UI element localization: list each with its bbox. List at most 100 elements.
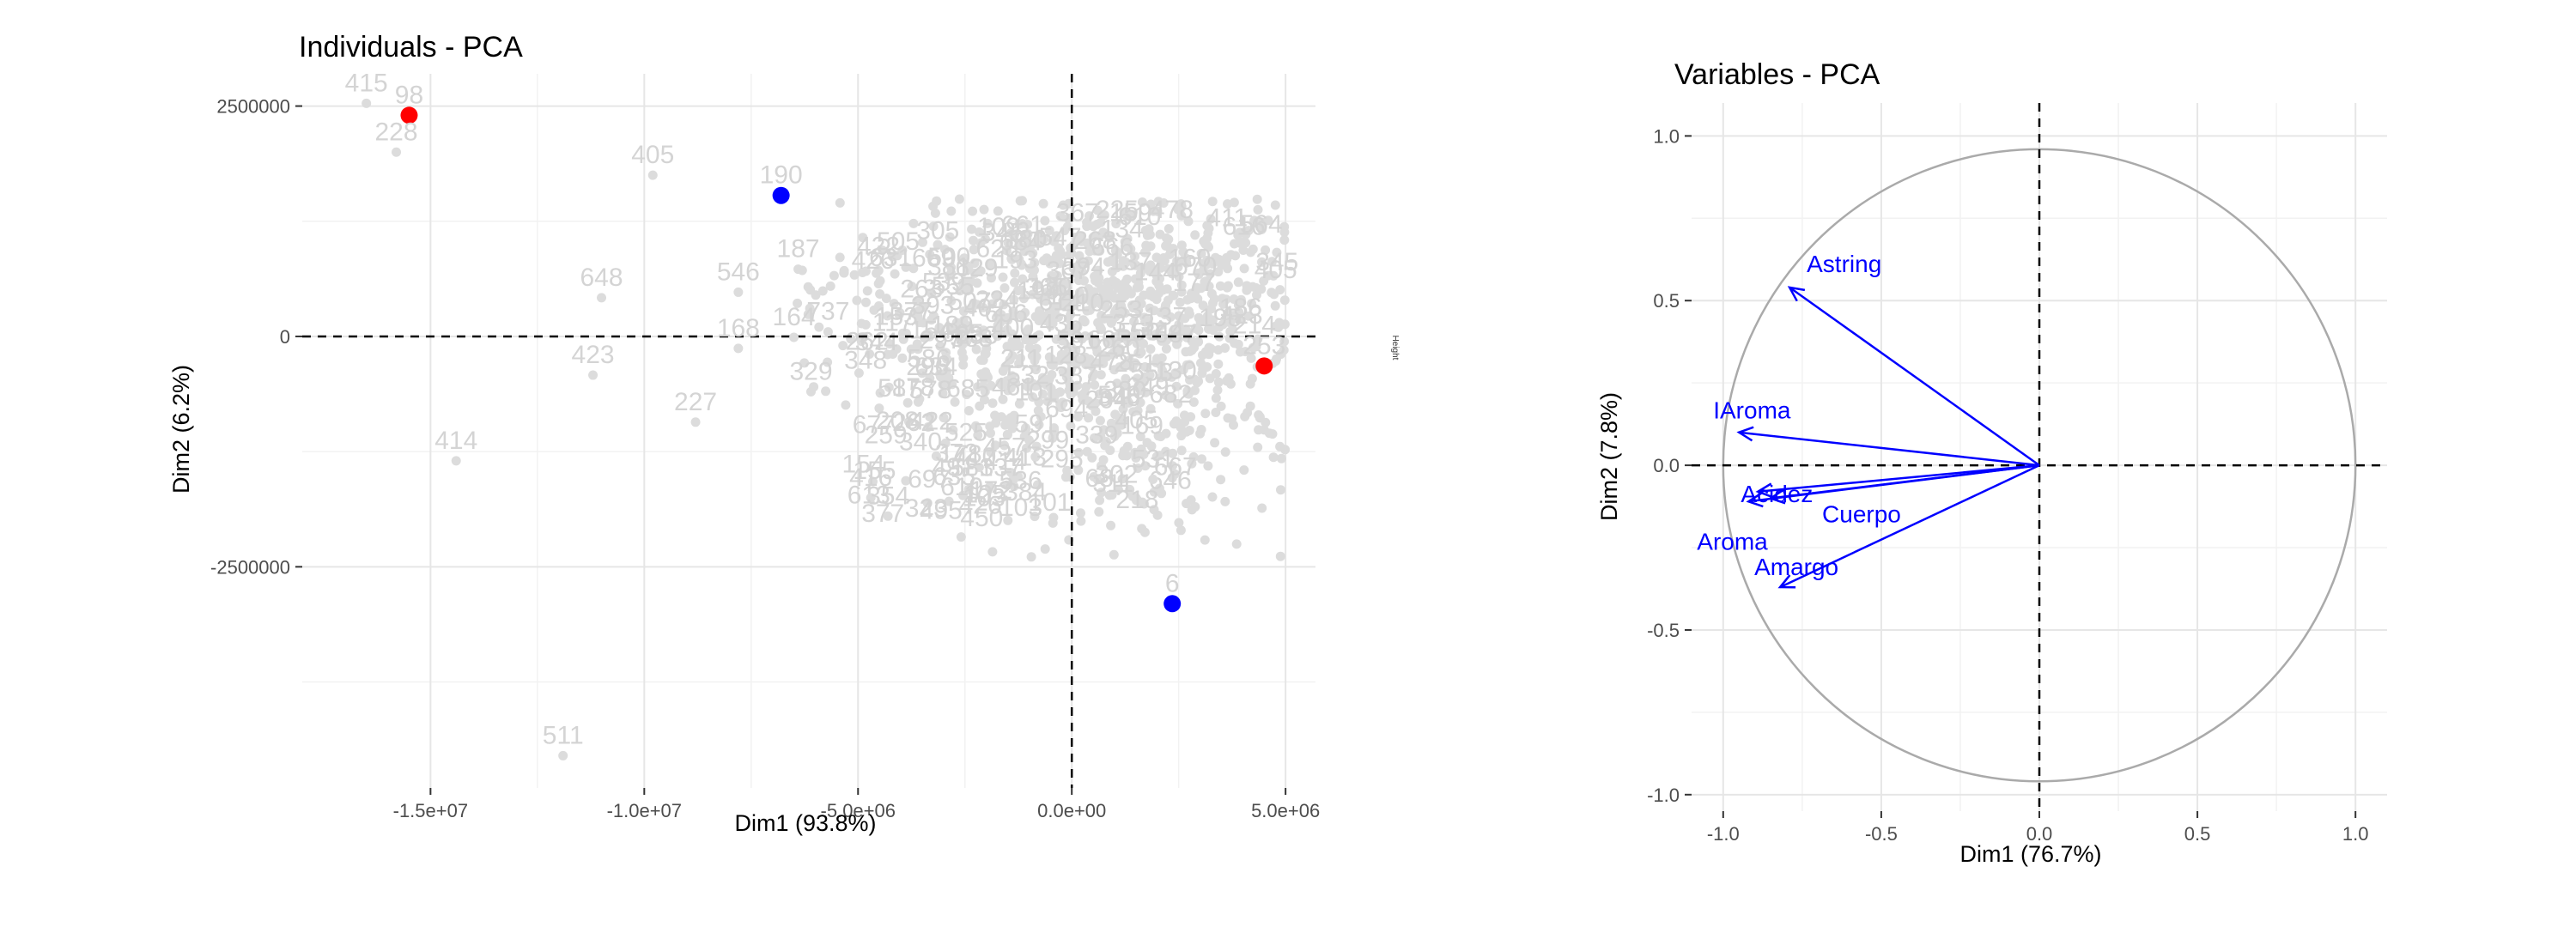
cloud-point	[1108, 316, 1117, 326]
cloud-point	[1226, 250, 1236, 260]
cloud-point	[902, 397, 913, 408]
cloud-point	[1224, 373, 1234, 383]
cloud-label-smear: 128	[1044, 342, 1087, 370]
cloud-point	[904, 416, 914, 427]
cloud-label-smear: 594	[1062, 253, 1105, 282]
cloud-point	[946, 263, 957, 272]
point-label-98: 98	[395, 81, 423, 109]
individuals-reference-lines	[302, 74, 1315, 788]
cloud-point	[1186, 412, 1196, 422]
cloud-point	[1200, 409, 1211, 419]
cloud-point	[1175, 297, 1185, 307]
cloud-label-smear: 578	[909, 376, 952, 404]
cloud-point	[890, 269, 900, 279]
cloud-label-smear: 103	[963, 484, 1005, 512]
variables-x-axis-title: Dim1 (76.7%)	[1959, 841, 2101, 867]
cloud-point	[928, 221, 939, 232]
cloud-point	[814, 322, 824, 332]
cloud-point	[998, 272, 1008, 282]
cloud-point	[963, 406, 974, 415]
cloud-point	[997, 379, 1007, 390]
cloud-point	[1073, 465, 1084, 476]
cloud-point	[1218, 259, 1229, 270]
cloud-label-smear: 199	[1017, 277, 1060, 306]
cloud-point	[1139, 499, 1149, 509]
cloud-label-smear: 117	[872, 308, 914, 336]
point-414	[451, 456, 461, 466]
cloud-point	[1176, 287, 1187, 297]
cloud-label-smear: 178	[891, 373, 934, 402]
cloud-point	[811, 290, 821, 300]
cloud-point	[1140, 226, 1151, 235]
cloud-point	[1119, 381, 1129, 391]
cloud-label-smear: 172	[969, 476, 1012, 505]
cloud-label-smear: 591	[1015, 409, 1058, 438]
cloud-point	[946, 323, 957, 333]
cloud-point	[1107, 490, 1117, 500]
cloud-point	[1044, 352, 1054, 362]
cloud-point	[1135, 348, 1145, 359]
cloud-point	[1263, 215, 1273, 226]
cloud-point	[1196, 248, 1206, 258]
cloud-point	[1118, 256, 1128, 266]
cloud-point	[1240, 411, 1250, 421]
cloud-label-smear: 665	[941, 319, 984, 348]
cloud-point	[1182, 253, 1192, 264]
cloud-point	[883, 349, 893, 360]
cloud-point	[958, 490, 968, 500]
cloud-label-smear: 410	[953, 443, 996, 471]
cloud-point	[841, 400, 851, 410]
cloud-point	[941, 348, 951, 358]
cloud-point	[1048, 288, 1059, 298]
cloud-point	[1066, 421, 1076, 431]
cloud-label-smear: 204	[1085, 386, 1128, 415]
cloud-label-smear: 478	[1090, 348, 1133, 376]
cloud-label-smear: 189	[931, 312, 974, 340]
cloud-label-smear: 581	[951, 454, 993, 482]
cloud-point	[993, 206, 1003, 216]
cloud-point	[1162, 372, 1171, 382]
cloud-point	[1213, 377, 1224, 387]
cloud-label-smear: 606	[985, 300, 1028, 328]
individuals-ticks: -1.5e+07 -1.0e+07 -5.0e+06 0.0e+00 5.0e+06 -2…	[210, 96, 1320, 821]
cloud-point	[1248, 244, 1258, 254]
cloud-point	[974, 463, 984, 472]
cloud-point	[1190, 385, 1200, 396]
cloud-point	[884, 382, 894, 392]
cloud-label-smear: 444	[1141, 318, 1184, 346]
cloud-point	[1233, 339, 1243, 349]
cloud-point	[1156, 256, 1166, 266]
cloud-point	[881, 294, 891, 304]
cloud-label-smear: 367	[1046, 257, 1089, 285]
cloud-point	[1136, 299, 1146, 309]
cloud-label-smear: 387	[1054, 362, 1097, 391]
cloud-point	[874, 301, 884, 311]
cloud-point	[1211, 393, 1221, 403]
cloud-point	[1202, 255, 1212, 265]
cloud-point	[1101, 290, 1111, 300]
cloud-point	[1272, 247, 1282, 258]
cloud-point	[1003, 515, 1013, 525]
cloud-point	[1103, 336, 1114, 347]
variable-label-aroma: Aroma	[1697, 528, 1768, 554]
cloud-label-smear: 411	[1206, 204, 1248, 233]
cloud-point	[817, 286, 828, 296]
variables-ticks: -1.0 -0.5 0.0 0.5 1.0 -1.0 -0.5 0.0 0.5 1.0	[1647, 125, 2368, 845]
cloud-point	[1099, 425, 1109, 435]
cloud-label-smear: 405	[1255, 256, 1297, 284]
point-546	[733, 287, 744, 297]
cloud-point	[960, 283, 970, 294]
cloud-point	[1161, 390, 1170, 400]
cloud-point	[1117, 474, 1127, 484]
cloud-point	[1253, 442, 1263, 452]
cloud-point	[1228, 311, 1238, 321]
cloud-point	[1093, 318, 1103, 328]
cloud-point	[1257, 257, 1267, 267]
cloud-point	[1207, 315, 1218, 325]
cloud-point	[1233, 277, 1243, 288]
point-label-190: 190	[760, 161, 803, 190]
cloud-point	[1140, 362, 1150, 372]
cloud-point	[1046, 321, 1056, 330]
cloud-point	[1279, 235, 1290, 245]
cloud-point	[1027, 379, 1037, 389]
